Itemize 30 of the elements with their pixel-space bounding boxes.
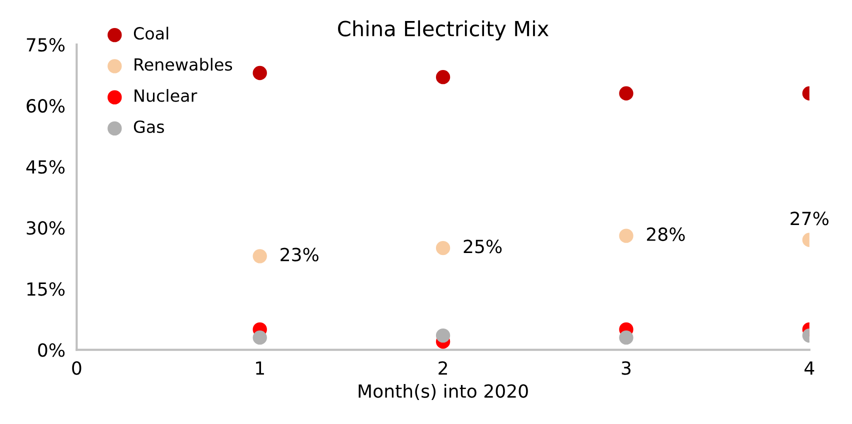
- point: [252, 66, 267, 80]
- legend-label: Coal: [134, 26, 168, 40]
- point: [619, 330, 634, 345]
- x-tick-label: 0: [72, 361, 82, 375]
- y-tick-label: 75%: [26, 38, 65, 52]
- data-label: 28%: [646, 227, 685, 242]
- data-label: 23%: [280, 248, 318, 262]
- point: [252, 330, 267, 345]
- point: [619, 86, 634, 100]
- point: [436, 240, 450, 256]
- data-label: 25%: [464, 240, 502, 254]
- y-tick-label: 60%: [26, 99, 65, 113]
- point: [619, 228, 634, 243]
- point: [436, 328, 450, 343]
- x-tick-label: 3: [622, 361, 631, 375]
- y-tick-label: 0%: [38, 343, 65, 357]
- x-tick-label: 1: [256, 361, 264, 375]
- legend-label: Renewables: [134, 58, 232, 71]
- y-tick-label: 15%: [27, 282, 65, 296]
- data-label: 27%: [790, 212, 828, 226]
- y-tick-label: 45%: [26, 160, 65, 174]
- legend-label: Gas: [134, 120, 164, 134]
- point: [436, 70, 450, 84]
- y-tick-label: 30%: [26, 221, 65, 235]
- x-axis-title: Month(s) into 2020: [358, 384, 528, 400]
- x-tick-label: 2: [438, 361, 447, 375]
- point: [252, 249, 267, 264]
- chart-title: China Electricity Mix: [338, 20, 549, 41]
- legend-label: Nuclear: [134, 89, 198, 102]
- x-tick-label: 4: [804, 361, 814, 375]
